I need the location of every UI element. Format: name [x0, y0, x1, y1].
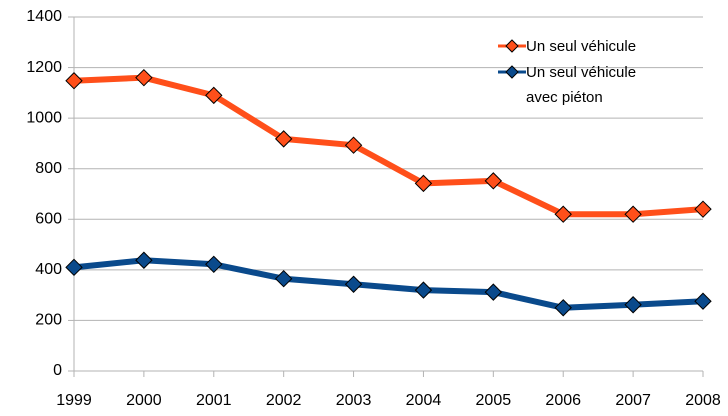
y-tick-label: 800	[35, 160, 62, 177]
x-tick-label: 1999	[56, 392, 92, 409]
marker	[414, 281, 433, 299]
y-tick-label: 200	[35, 312, 62, 329]
marker	[624, 296, 642, 314]
marker	[274, 130, 293, 148]
marker	[484, 283, 503, 301]
marker	[624, 205, 642, 223]
marker	[344, 275, 363, 293]
x-tick-label: 2007	[615, 392, 651, 409]
legend-label: Un seul véhicule	[526, 37, 637, 55]
marker	[135, 68, 153, 87]
marker	[344, 136, 363, 154]
x-tick-label: 2000	[126, 392, 162, 409]
y-tick-label: 600	[35, 211, 62, 228]
marker	[484, 172, 503, 190]
legend-label: Un seul véhicule avec piéton	[526, 63, 637, 106]
legend-marker	[505, 39, 519, 53]
series-line	[73, 257, 704, 311]
marker	[65, 72, 83, 90]
y-tick-label: 1200	[26, 59, 62, 76]
x-tick-label: 2003	[336, 392, 372, 409]
marker	[274, 269, 293, 288]
marker	[414, 174, 433, 193]
x-tick-label: 2006	[545, 392, 581, 409]
series-line	[73, 74, 704, 218]
x-tick-label: 2001	[196, 392, 232, 409]
marker	[694, 200, 712, 218]
x-tick-label: 2008	[685, 392, 721, 409]
marker	[65, 258, 83, 277]
y-tick-label: 0	[53, 362, 62, 379]
marker	[554, 205, 572, 223]
marker	[205, 86, 223, 105]
marker	[135, 251, 153, 269]
y-tick-label: 400	[35, 261, 62, 278]
marker	[694, 292, 712, 310]
marker	[554, 299, 572, 317]
y-tick-label: 1400	[26, 8, 62, 25]
legend-marker	[505, 65, 519, 79]
x-tick-label: 2004	[406, 392, 442, 409]
x-tick-label: 2005	[476, 392, 512, 409]
x-tick-label: 2002	[266, 392, 302, 409]
marker	[205, 255, 223, 274]
y-tick-label: 1000	[26, 109, 62, 126]
